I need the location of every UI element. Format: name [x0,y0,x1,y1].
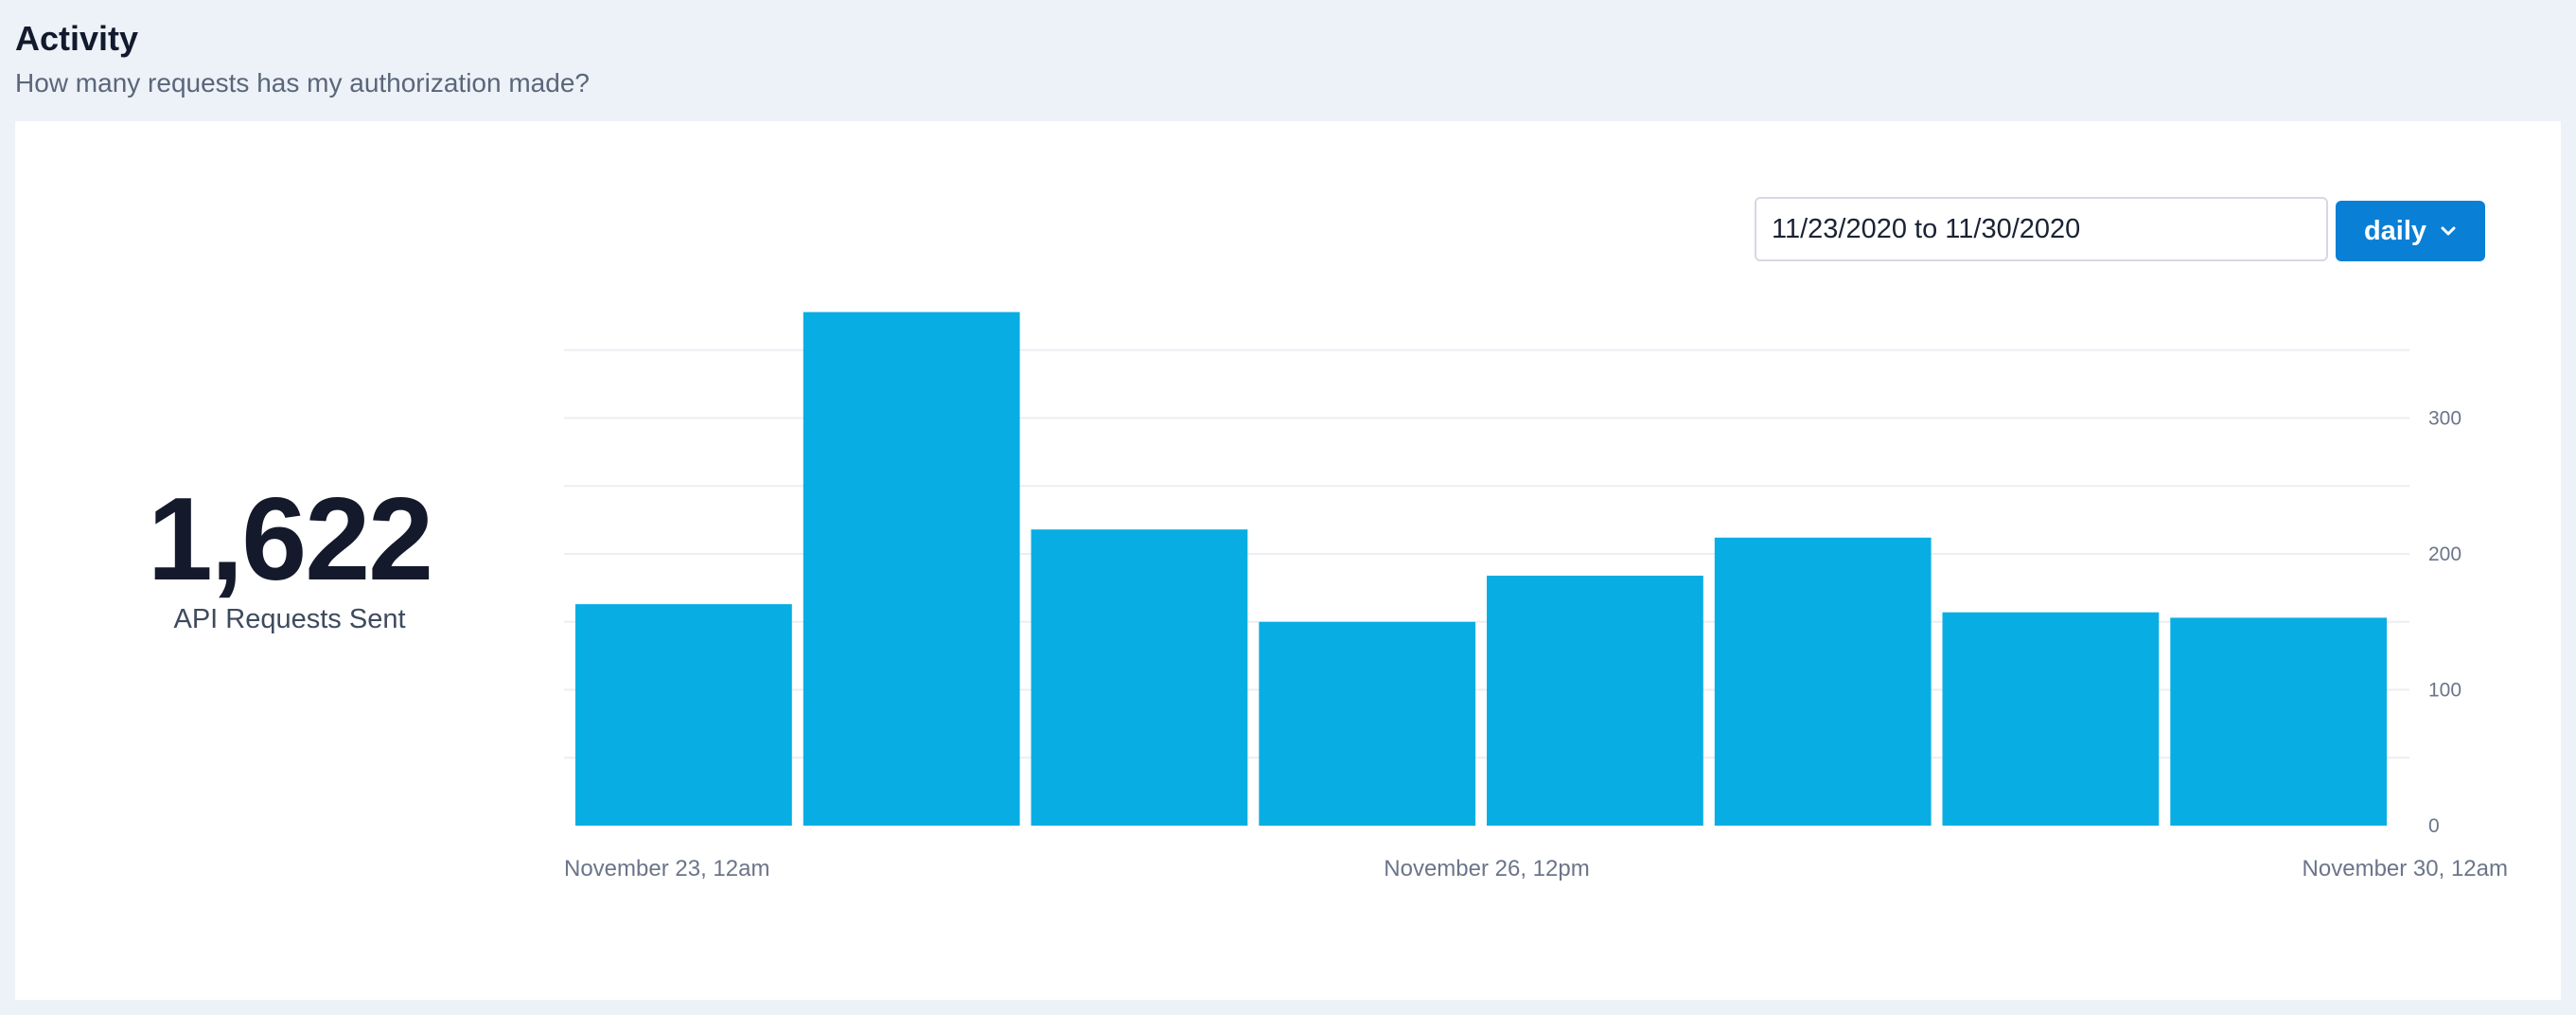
bar-nov-23[interactable] [575,604,792,826]
section-title: Activity [15,19,139,58]
interval-dropdown-button[interactable]: daily [2336,201,2485,261]
y-tick-label: 0 [2428,815,2440,837]
y-tick-label: 300 [2428,408,2461,430]
x-tick-label: November 26, 12pm [1384,856,1589,881]
bar-nov-26[interactable] [1259,621,1476,827]
requests-bar-chart: 0 100 200 300 November 23, 12am November 26,… [564,312,2508,881]
chevron-down-icon [2441,226,2456,236]
x-axis-ticks: November 23, 12am November 26, 12pm Novemb… [564,856,2508,881]
interval-label: daily [2363,215,2427,246]
y-axis-ticks: 0 100 200 300 [2428,408,2461,838]
request-count-value: 1,622 [147,474,433,605]
request-count-label: API Requests Sent [173,604,406,634]
x-tick-label: November 30, 12am [2303,856,2508,881]
bar-nov-30[interactable] [2170,617,2388,826]
section-subtitle: How many requests has my authorization m… [15,68,590,98]
bar-nov-24[interactable] [803,312,1020,827]
activity-card: 1,622 API Requests Sent 11/23/2020 to 11… [15,121,2561,1000]
chart-bars [575,312,2388,827]
y-tick-label: 100 [2428,680,2461,702]
bar-nov-25[interactable] [1031,529,1248,826]
x-tick-label: November 23, 12am [564,856,769,881]
bar-nov-29[interactable] [1942,612,2160,826]
y-tick-label: 200 [2428,543,2461,565]
request-count-stat: 1,622 API Requests Sent [72,481,507,635]
bar-nov-27[interactable] [1487,576,1703,826]
bar-nov-28[interactable] [1714,537,1932,826]
section-header: Activity How many requests has my author… [15,13,590,102]
date-range-input[interactable]: 11/23/2020 to 11/30/2020 [1755,197,2328,261]
